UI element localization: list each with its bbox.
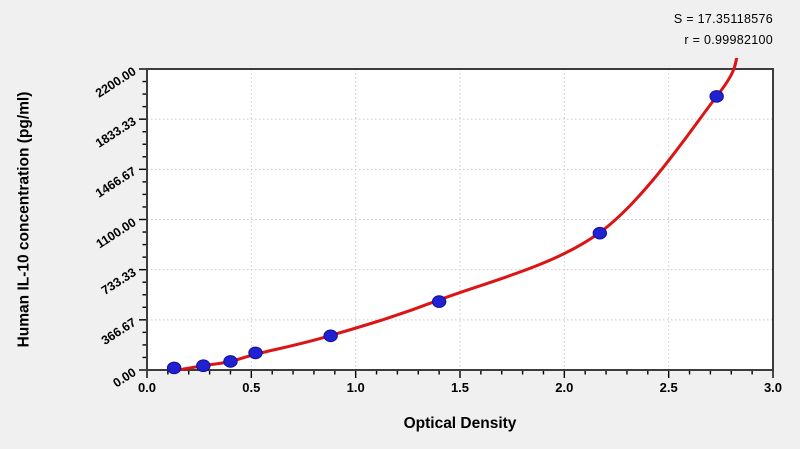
data-point [223, 355, 238, 368]
data-point [709, 90, 724, 103]
y-axis-title: Human IL-10 concentration (pg/ml) [15, 91, 33, 348]
data-point [592, 226, 608, 240]
data-point [323, 329, 338, 343]
data-point [166, 361, 182, 375]
x-tick-label: 3.0 [763, 380, 783, 395]
fit-r-value: r = 0.99982100 [684, 33, 773, 47]
x-axis-title: Optical Density [403, 415, 517, 432]
fit-s-value: S = 17.35118576 [673, 12, 773, 26]
x-tick-label: 2.0 [555, 380, 574, 395]
x-tick-label: 0.5 [242, 380, 261, 395]
x-tick-label: 1.5 [450, 380, 470, 395]
plot-frame [146, 68, 774, 371]
data-point [196, 359, 211, 373]
fit-curve [177, 58, 739, 371]
x-tick-label: 1.0 [346, 380, 365, 395]
data-point [431, 295, 447, 308]
data-point [248, 346, 263, 360]
x-tick-label: 2.5 [659, 380, 678, 395]
x-tick-label: 0.0 [137, 380, 157, 395]
fit-statistics: S = 17.35118576 r = 0.99982100 [674, 9, 773, 51]
